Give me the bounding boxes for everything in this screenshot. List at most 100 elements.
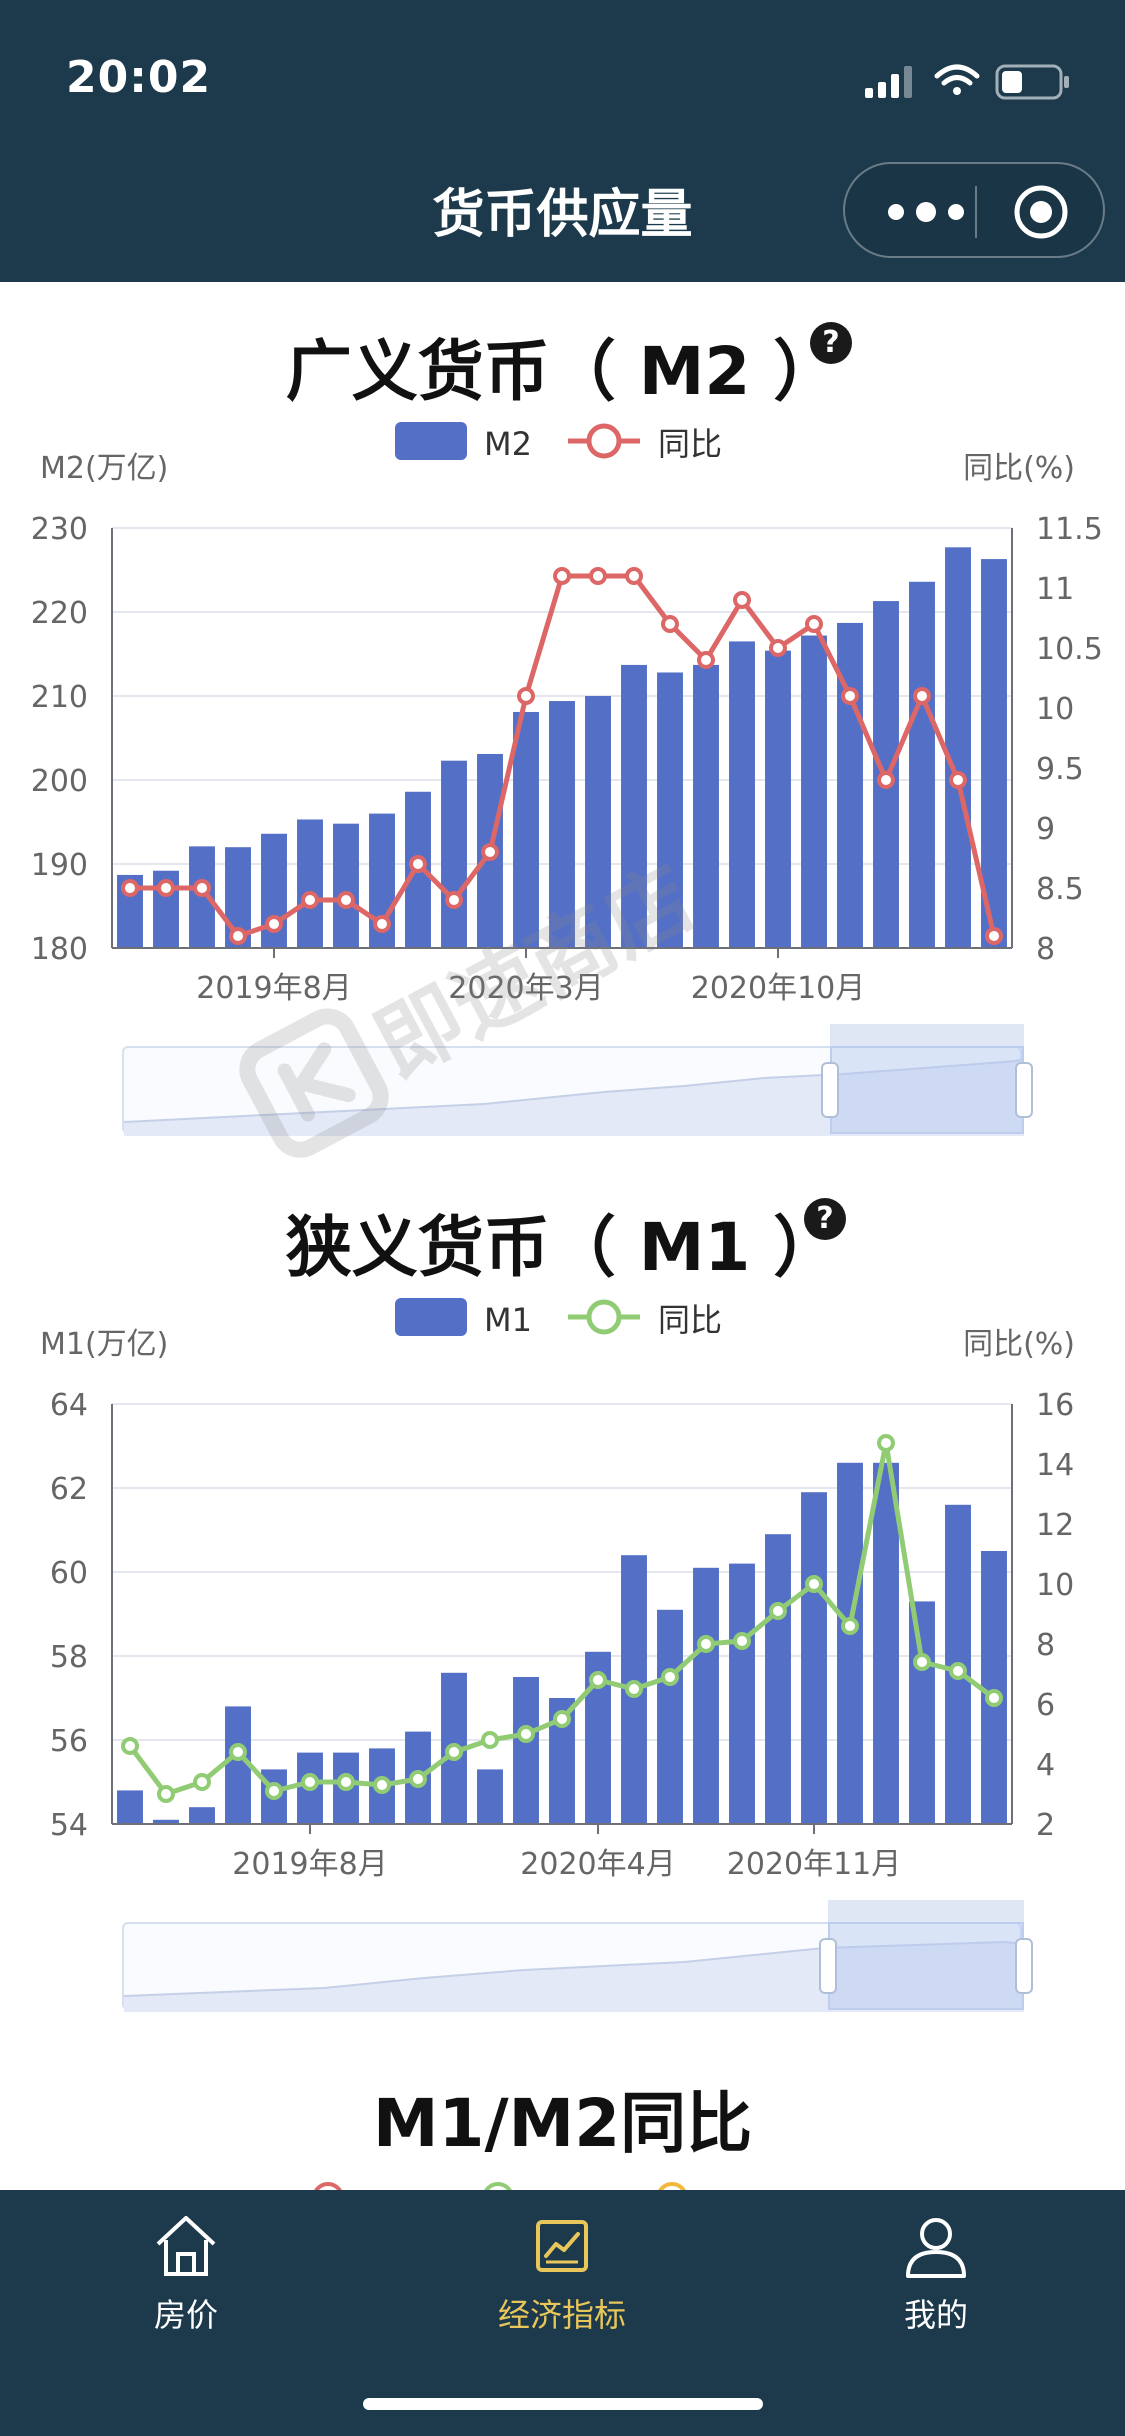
m1m2-legend-partial bbox=[312, 2182, 688, 2196]
m1-line-point bbox=[985, 1689, 1003, 1707]
m2-zoom-range[interactable] bbox=[830, 1046, 1024, 1134]
m2-bar bbox=[333, 823, 359, 948]
m1-y-tick-label: 64 bbox=[50, 1388, 88, 1423]
tab-mine[interactable]: 我的 bbox=[836, 2210, 1036, 2336]
m1-zoom-drag-bar[interactable] bbox=[828, 1900, 1024, 1922]
m1-y-tick-label: 62 bbox=[50, 1472, 88, 1507]
m1-line-point bbox=[481, 1731, 499, 1749]
m2-x-tick-label: 2020年10月 bbox=[691, 971, 866, 1006]
m2-zoom-drag-bar[interactable] bbox=[830, 1024, 1024, 1046]
m2-y2-tick-label: 8.5 bbox=[1036, 872, 1084, 907]
m1-line-point bbox=[517, 1725, 535, 1743]
m2-y-tick-label: 230 bbox=[31, 512, 88, 547]
m2-line-point bbox=[193, 879, 211, 897]
m2-x-tick-label: 2019年8月 bbox=[196, 971, 351, 1006]
wifi-icon bbox=[934, 64, 980, 95]
tab-house-price[interactable]: 房价 bbox=[86, 2210, 286, 2336]
m2-zoom-slider[interactable] bbox=[122, 1024, 1033, 1136]
m2-legend-line-marker bbox=[586, 423, 622, 459]
m1-bar bbox=[873, 1462, 899, 1824]
m2-zoom-handle-left[interactable] bbox=[821, 1062, 839, 1118]
m1-line-point bbox=[553, 1710, 571, 1728]
m2-bar bbox=[837, 622, 863, 948]
m1-y2-tick-label: 4 bbox=[1036, 1748, 1055, 1783]
m1-line-point bbox=[373, 1776, 391, 1794]
top-bar: 20:02 货币供应量 bbox=[0, 0, 1125, 282]
miniprogram-capsule bbox=[843, 162, 1105, 258]
m2-bar bbox=[729, 641, 755, 948]
m2-line-point bbox=[805, 615, 823, 633]
m1-zoom-handle-right[interactable] bbox=[1015, 1938, 1033, 1994]
m2-legend-bar-swatch bbox=[395, 422, 467, 460]
m1-line-point bbox=[697, 1635, 715, 1653]
m2-line-point bbox=[589, 567, 607, 585]
m1-x-tick-label: 2020年11月 bbox=[727, 1847, 902, 1882]
signal-icon bbox=[865, 66, 912, 98]
m1-zoom-slider[interactable] bbox=[122, 1900, 1033, 2012]
m1-bar bbox=[657, 1609, 683, 1824]
m1-line-point bbox=[769, 1602, 787, 1620]
m1-y2-tick-label: 16 bbox=[1036, 1388, 1074, 1423]
m2-bar bbox=[765, 650, 791, 948]
m1-zoom-handle-left[interactable] bbox=[819, 1938, 837, 1994]
m2-y2-tick-label: 9.5 bbox=[1036, 752, 1084, 787]
tab-label-house-price: 房价 bbox=[153, 2296, 218, 2334]
m2-line-point bbox=[733, 591, 751, 609]
close-target-icon[interactable] bbox=[1011, 182, 1071, 242]
more-icon[interactable] bbox=[881, 192, 971, 232]
m2-y2-tick-label: 8 bbox=[1036, 932, 1055, 967]
m1-zoom-range[interactable] bbox=[828, 1922, 1024, 2010]
m1-line-point bbox=[157, 1785, 175, 1803]
m1-x-tick-label: 2020年4月 bbox=[520, 1847, 675, 1882]
m2-zoom-handle-right[interactable] bbox=[1015, 1062, 1033, 1118]
m2-bar bbox=[801, 635, 827, 948]
m1-line-point bbox=[661, 1668, 679, 1686]
m2-bar bbox=[657, 672, 683, 948]
m2-legend-line-label: 同比 bbox=[658, 425, 722, 463]
m2-line-point bbox=[481, 843, 499, 861]
m2-bar bbox=[693, 664, 719, 948]
m1-line-point bbox=[121, 1737, 139, 1755]
user-icon bbox=[906, 2218, 966, 2278]
m2-y-tick-label: 190 bbox=[31, 848, 88, 883]
m1-line-point bbox=[265, 1782, 283, 1800]
m2-chart: M2 同比 M2(万亿) 同比(%) 180 190 200 210 220 230 8 8.5 9 9.… bbox=[31, 422, 1103, 1006]
m2-line-point bbox=[949, 771, 967, 789]
m2-y-tick-label: 220 bbox=[31, 596, 88, 631]
m1-line-point bbox=[301, 1773, 319, 1791]
m1-line-point bbox=[193, 1773, 211, 1791]
chart-icon bbox=[536, 2220, 588, 2272]
m2-line-point bbox=[229, 927, 247, 945]
tab-label-mine: 我的 bbox=[903, 2296, 968, 2334]
m2-y-axis-title: M2(万亿) bbox=[40, 451, 168, 486]
m1-x-tick-label: 2019年8月 bbox=[232, 1847, 387, 1882]
m2-help-icon[interactable]: ? bbox=[810, 322, 852, 364]
m2-bar bbox=[621, 664, 647, 948]
m2-line-point bbox=[265, 915, 283, 933]
m2-y2-tick-label: 9 bbox=[1036, 812, 1055, 847]
m2-line-point bbox=[409, 855, 427, 873]
m2-line-point bbox=[841, 687, 859, 705]
m1-legend-bar-label: M1 bbox=[484, 1301, 532, 1339]
m2-line-point bbox=[985, 927, 1003, 945]
home-indicator bbox=[363, 2398, 763, 2410]
m1-bar bbox=[117, 1790, 143, 1824]
m1-line-point bbox=[913, 1653, 931, 1671]
m1-chart: M1 同比 M1(万亿) 同比(%) 54 56 58 60 62 64 2 4 6 8 10 12 14 16 2… bbox=[40, 1298, 1075, 1882]
m2-y2-tick-label: 10.5 bbox=[1036, 632, 1103, 667]
m1-bar bbox=[225, 1706, 251, 1824]
m2-x-tick-label: 2020年3月 bbox=[448, 971, 603, 1006]
m2-bar bbox=[945, 547, 971, 948]
m2-bar bbox=[441, 760, 467, 948]
m2-line-point bbox=[913, 687, 931, 705]
bottom-tab-bar: 房价 经济指标 我的 bbox=[0, 2190, 1125, 2436]
m2-bar bbox=[981, 559, 1007, 948]
m1-y2-tick-label: 8 bbox=[1036, 1628, 1055, 1663]
m1-legend-line-label: 同比 bbox=[658, 1301, 722, 1339]
m2-bar bbox=[513, 711, 539, 948]
m1-y-tick-label: 60 bbox=[50, 1556, 88, 1591]
m1-help-icon[interactable]: ? bbox=[804, 1198, 846, 1240]
m2-line-point bbox=[697, 651, 715, 669]
m1-bar bbox=[153, 1819, 179, 1824]
tab-economic-indicators[interactable]: 经济指标 bbox=[462, 2210, 662, 2336]
